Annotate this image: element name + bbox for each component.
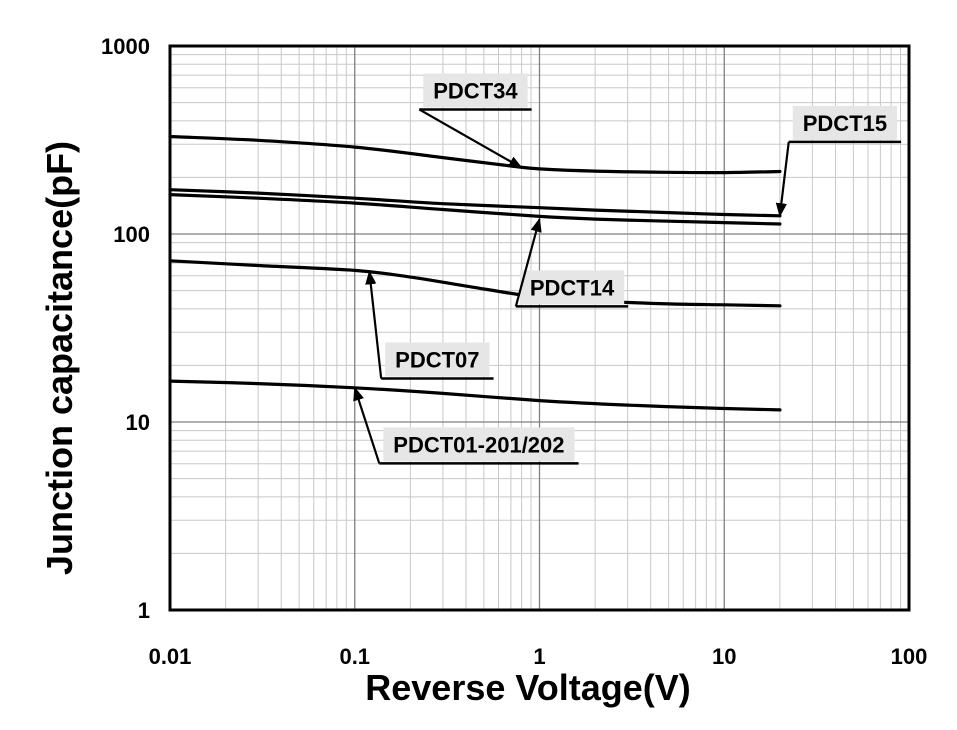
callout-label: PDCT07 [395,348,479,373]
callout-pdct01-201-202: PDCT01-201/202 [353,386,579,465]
y-tick-label: 1000 [101,34,150,59]
y-axis-title: Junction capacitance(pF) [39,141,80,575]
series-line-pdct07 [168,259,782,308]
callout-arrow [365,270,383,379]
callout-pdct14: PDCT14 [514,217,629,308]
callout-arrow [353,386,381,464]
callout-box [423,73,528,108]
callout-label: PDCT14 [530,275,615,300]
x-tick-label: 1 [533,644,545,669]
callout-pdct07: PDCT07 [365,270,494,380]
callout-label: PDCT01-201/202 [393,432,564,457]
series-line-pdct15 [168,188,782,218]
x-tick-label: 0.1 [339,644,370,669]
x-tick-label: 0.01 [149,644,192,669]
callout-box [792,105,898,140]
callout-arrow [775,141,790,218]
callout-label: PDCT15 [803,111,887,136]
series-line-pdct14 [168,193,782,226]
callout-arrow [514,217,542,307]
y-tick-label: 1 [138,598,150,623]
y-tick-label: 100 [113,222,150,247]
callout-box [383,427,575,462]
plot-frame [168,44,911,612]
x-tick-label: 100 [891,644,928,669]
y-tick-label: 10 [126,410,150,435]
series-line-pdct01-201-202 [168,379,782,412]
tick-labels: 0.01 0.1 1 10 100 1 10 100 1000 [101,34,927,669]
x-axis-title: Reverse Voltage(V) [365,667,690,708]
callout-label: PDCT34 [433,78,518,103]
callout-box [385,342,490,377]
x-tick-label: 10 [712,644,736,669]
callouts: PDCT34 PDCT15 PDCT14 PDCT07 PDCT01-201/202 [353,73,902,465]
callout-arrow [418,108,523,169]
callout-pdct34: PDCT34 [418,73,532,169]
callout-pdct15: PDCT15 [775,105,902,218]
callout-box [519,270,625,305]
